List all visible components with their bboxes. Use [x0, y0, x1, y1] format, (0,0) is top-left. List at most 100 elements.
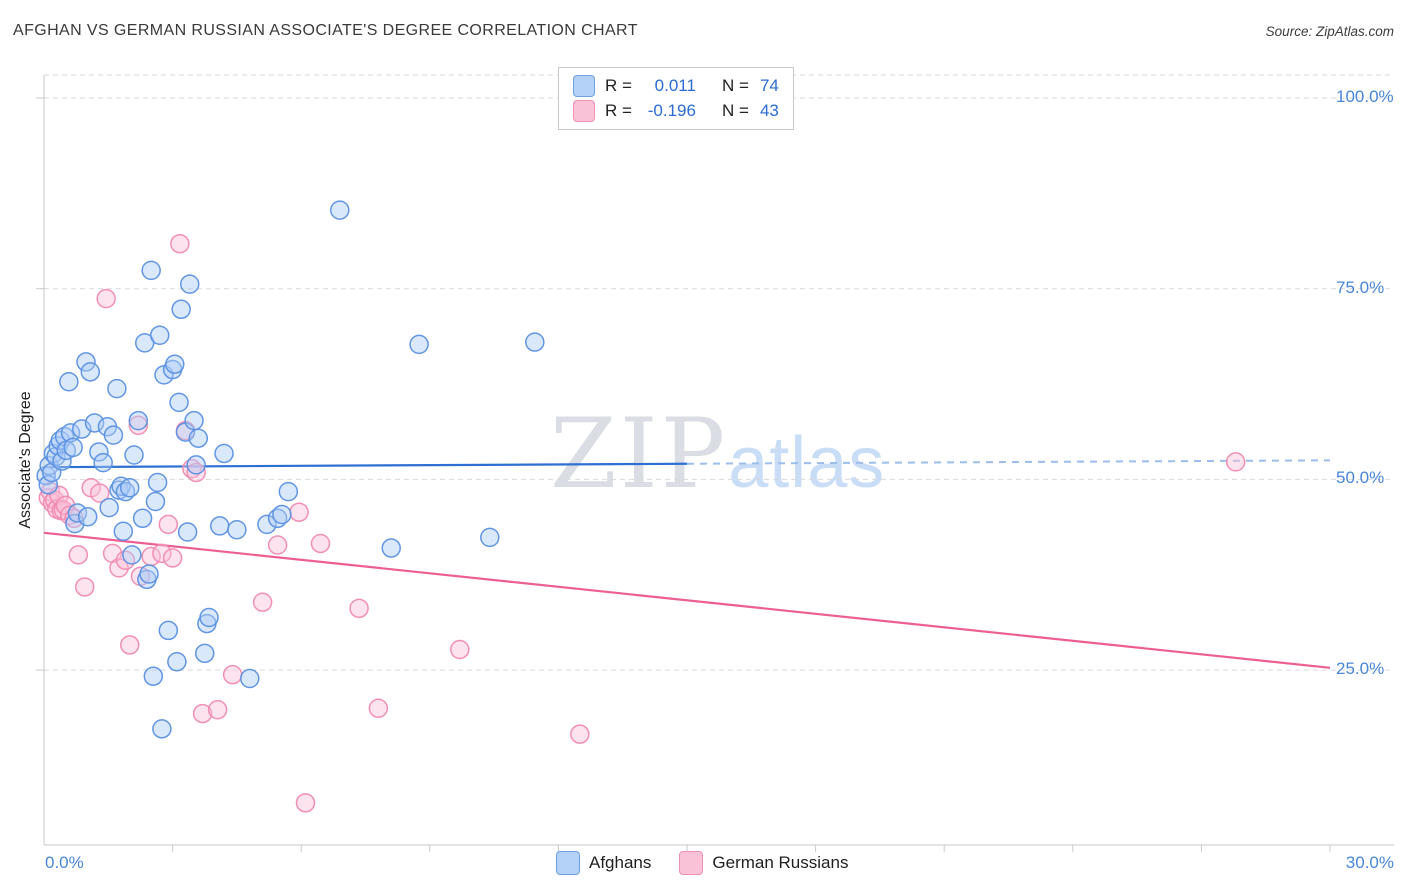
data-point-afghans — [107, 378, 127, 399]
legend-item-german-russians: German Russians — [679, 851, 848, 875]
r-value-german-russians: -0.196 — [647, 101, 696, 120]
data-point-german-russians — [152, 543, 172, 564]
data-point-afghans — [93, 452, 113, 473]
y-axis-title: Associate's Degree — [17, 391, 34, 529]
trend-line-afghans — [43, 462, 688, 469]
german-russians-legend-label: German Russians — [712, 853, 849, 872]
chart-title: AFGHAN VS GERMAN RUSSIAN ASSOCIATE'S DEG… — [13, 22, 638, 39]
afghans-legend-swatch — [556, 851, 580, 875]
data-point-german-russians — [158, 514, 179, 535]
german-russians-legend-swatch — [679, 851, 704, 875]
afghans-swatch — [573, 75, 595, 97]
data-point-afghans — [184, 410, 204, 431]
data-point-german-russians — [368, 698, 389, 718]
data-point-german-russians — [170, 233, 190, 254]
data-point-german-russians — [68, 545, 89, 565]
trend-line-afghans-extrapolated — [686, 459, 1331, 465]
data-point-afghans — [152, 719, 172, 739]
data-point-afghans — [149, 325, 170, 345]
source-link[interactable]: ZipAtlas.com — [1315, 24, 1394, 39]
legend-item-afghans: Afghans — [556, 851, 651, 875]
data-point-afghans — [80, 362, 101, 382]
data-point-afghans — [188, 428, 209, 448]
data-point-afghans — [278, 481, 299, 502]
data-point-afghans — [199, 607, 219, 628]
data-point-afghans — [147, 472, 168, 493]
data-point-afghans — [480, 527, 500, 548]
data-point-german-russians — [119, 635, 140, 655]
data-point-afghans — [60, 423, 81, 443]
data-point-afghans — [210, 516, 230, 536]
data-point-afghans — [272, 504, 292, 525]
data-point-afghans — [128, 410, 149, 431]
trend-line-german-russians — [43, 531, 1331, 669]
data-point-german-russians — [570, 724, 590, 744]
data-point-afghans — [381, 538, 401, 558]
data-point-afghans — [525, 332, 545, 352]
data-point-afghans — [257, 514, 277, 535]
data-point-afghans — [119, 478, 140, 498]
source-attribution: Source: ZipAtlas.com — [1266, 24, 1394, 39]
data-point-afghans — [132, 508, 153, 529]
data-point-german-russians — [222, 664, 243, 685]
data-point-afghans — [76, 352, 96, 372]
data-point-german-russians — [295, 793, 316, 813]
r-label: R = — [605, 101, 632, 120]
r-value-afghans: 0.011 — [654, 76, 696, 95]
data-point-afghans — [179, 274, 200, 294]
data-point-german-russians — [162, 548, 183, 568]
data-point-afghans — [124, 445, 144, 465]
data-point-afghans — [67, 503, 88, 523]
data-point-german-russians — [74, 577, 95, 597]
data-point-german-russians — [89, 483, 110, 503]
data-point-german-russians — [1225, 452, 1246, 472]
data-point-afghans — [186, 455, 206, 475]
data-point-german-russians — [192, 703, 213, 724]
x-tick-min: 0.0% — [45, 853, 84, 872]
data-point-afghans — [227, 519, 247, 540]
data-point-afghans — [167, 651, 187, 672]
watermark-zip: ZIP — [550, 398, 729, 510]
y-tick-75: 75.0% — [1336, 278, 1385, 297]
data-point-german-russians — [289, 502, 309, 522]
y-tick-25: 25.0% — [1336, 659, 1385, 678]
data-point-german-russians — [267, 535, 288, 555]
data-point-afghans — [77, 507, 98, 527]
data-point-afghans — [164, 354, 185, 374]
data-point-afghans — [63, 437, 83, 458]
data-point-afghans — [240, 668, 260, 689]
data-point-afghans — [177, 522, 198, 542]
data-point-german-russians — [128, 415, 149, 435]
afghans-legend-label: Afghans — [589, 853, 652, 872]
data-point-afghans — [113, 521, 134, 542]
n-value-afghans: 74 — [759, 76, 779, 95]
r-label: R = — [605, 76, 632, 95]
data-point-afghans — [59, 372, 79, 392]
data-point-afghans — [38, 474, 59, 495]
german-russians-swatch — [573, 100, 595, 122]
data-point-afghans — [158, 620, 179, 641]
data-point-german-russians — [186, 462, 206, 483]
n-label: N = — [721, 76, 749, 95]
data-point-afghans — [143, 666, 164, 686]
data-point-german-russians — [109, 558, 129, 578]
data-point-afghans — [169, 392, 189, 413]
data-point-afghans — [195, 643, 215, 664]
y-tick-100: 100.0% — [1336, 87, 1394, 106]
data-point-afghans — [99, 497, 119, 518]
data-point-afghans — [171, 299, 191, 320]
data-point-german-russians — [310, 533, 331, 554]
data-point-german-russians — [96, 288, 116, 309]
data-point-afghans — [330, 200, 350, 220]
correlation-legend: R = 0.011 N = 74 R = -0.196 N = 43 — [558, 67, 794, 130]
data-point-afghans — [103, 425, 124, 445]
n-label: N = — [721, 101, 749, 120]
source-prefix: Source: — [1265, 24, 1313, 39]
x-tick-max: 30.0% — [1345, 853, 1394, 872]
correlation-legend-row-german-russians: R = -0.196 N = 43 — [573, 100, 779, 122]
data-point-german-russians — [450, 639, 470, 660]
data-point-afghans — [409, 334, 429, 355]
data-point-afghans — [145, 491, 166, 512]
n-value-german-russians: 43 — [759, 101, 779, 120]
